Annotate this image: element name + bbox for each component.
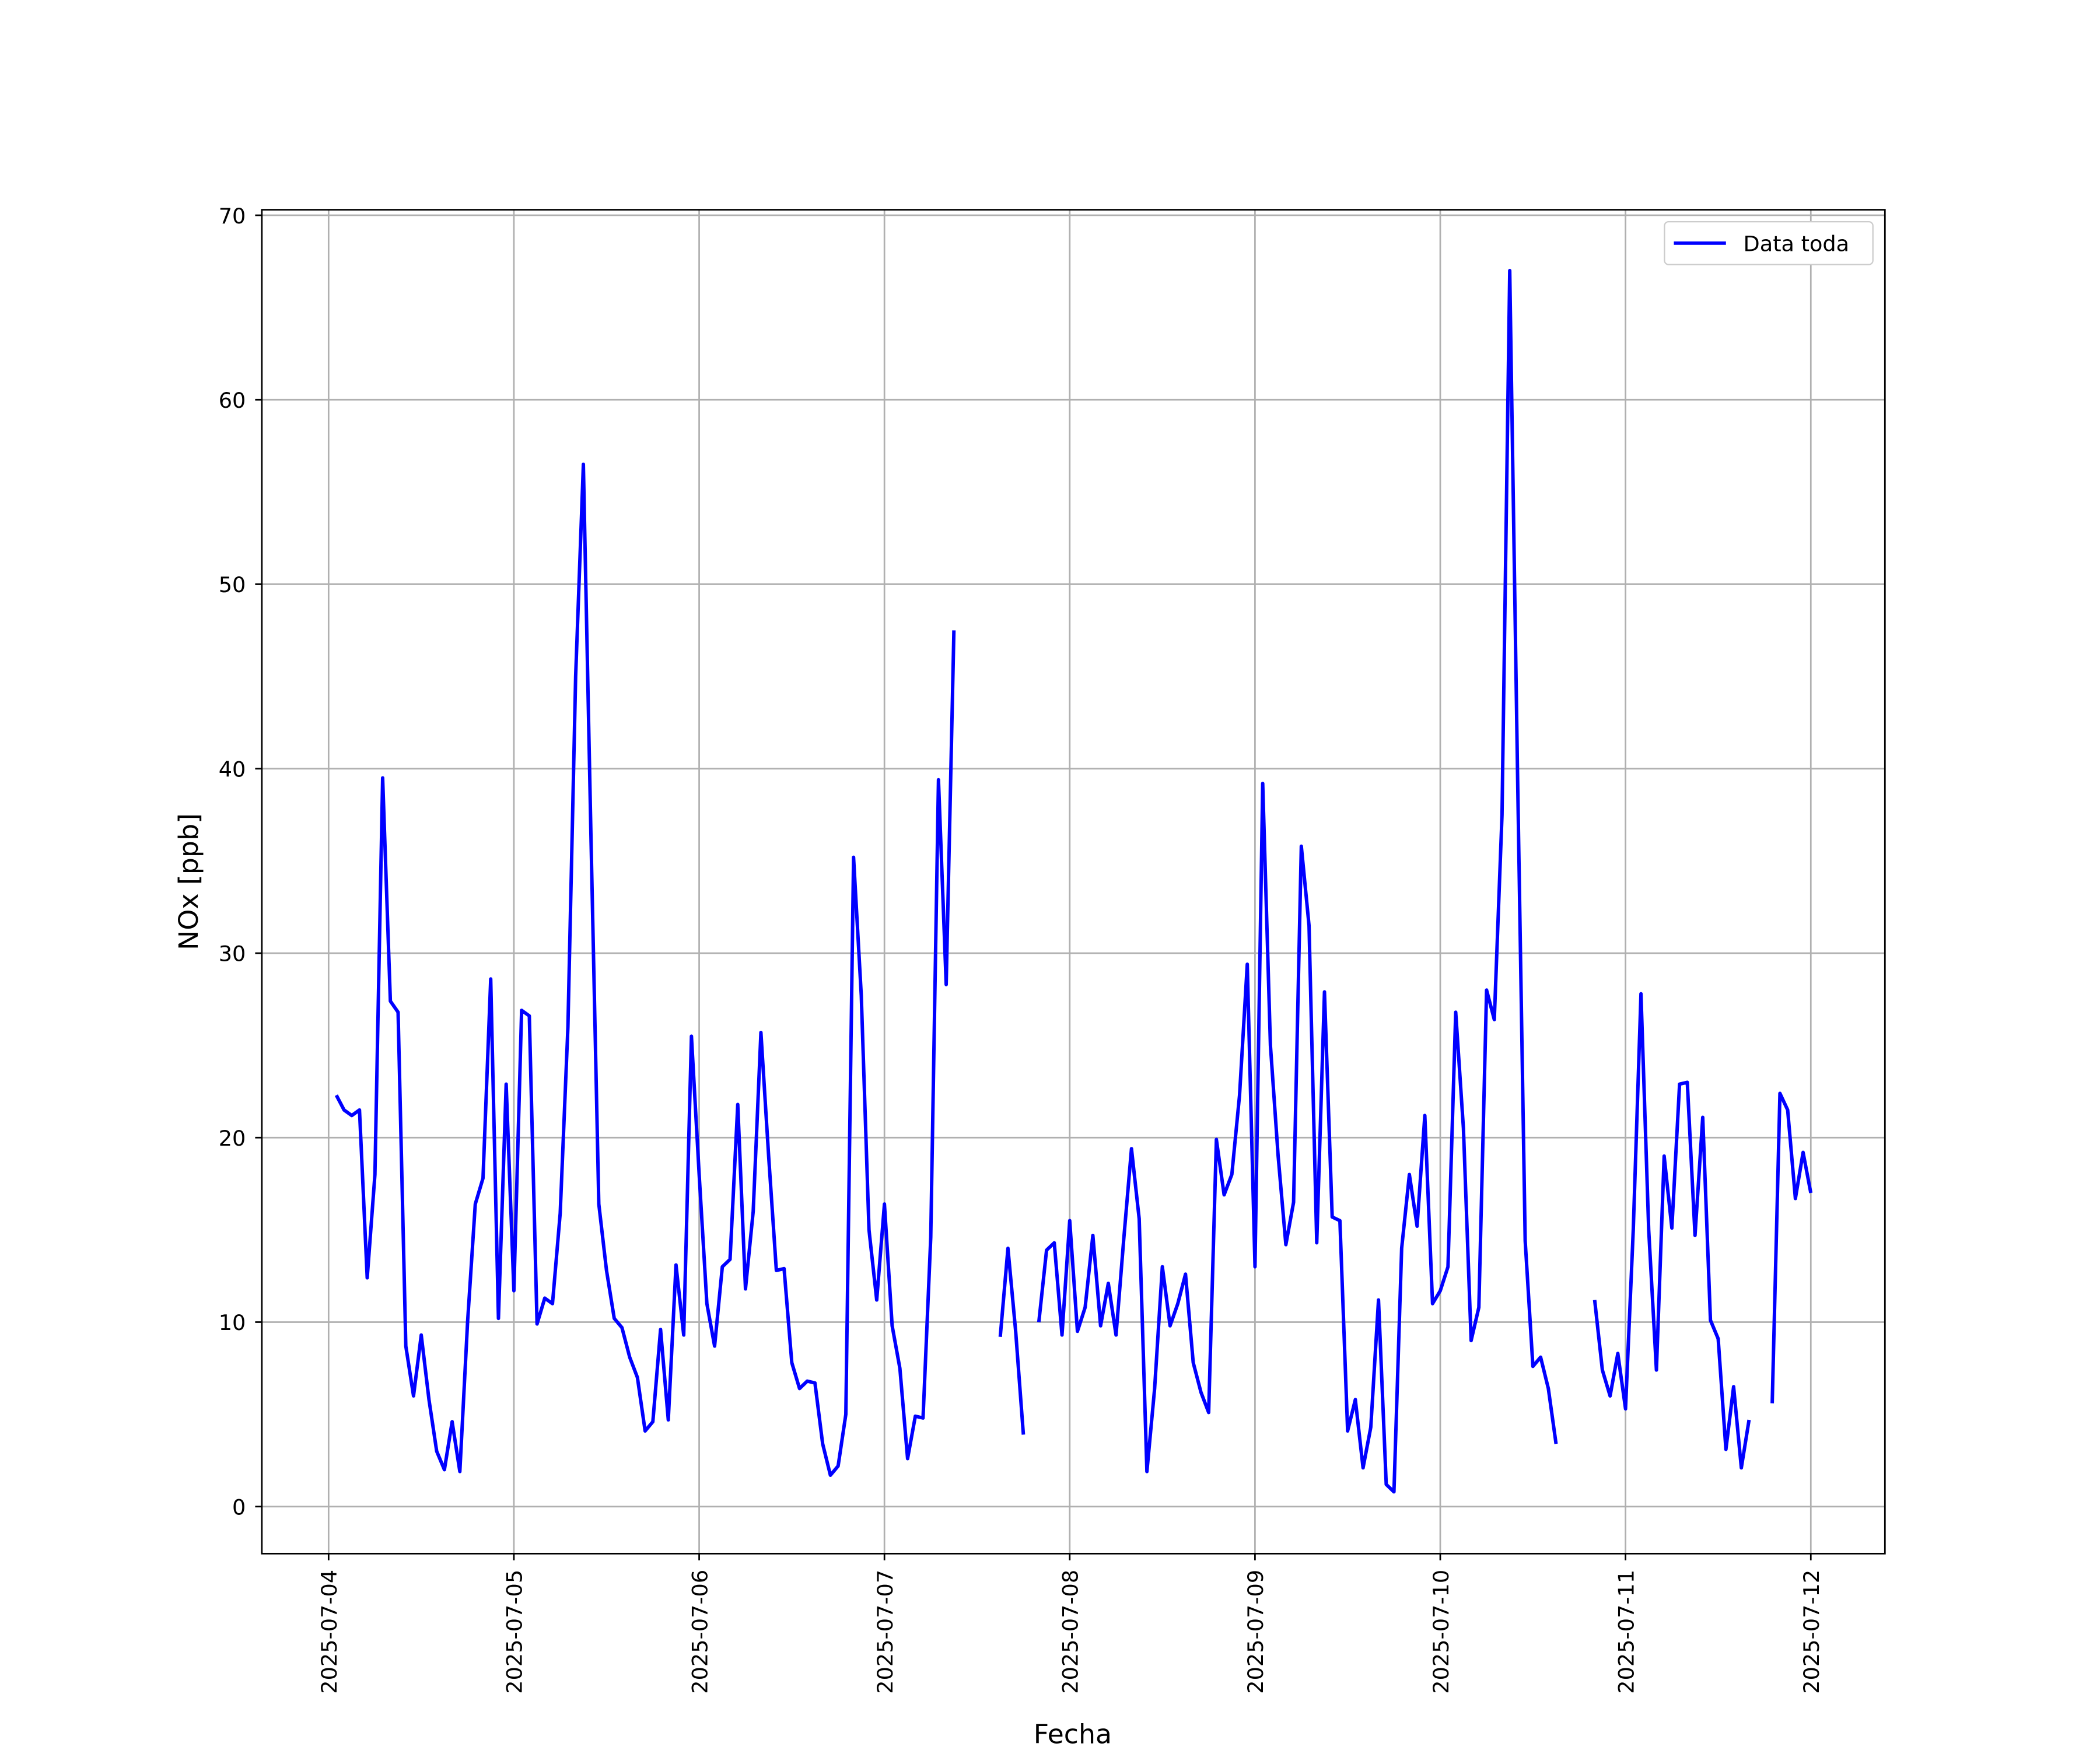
y-tick-label: 40: [219, 757, 246, 782]
legend-label: Data toda: [1744, 232, 1850, 257]
x-tick-label: 2025-07-06: [687, 1570, 712, 1694]
axes-frame: [261, 209, 1886, 1555]
y-tick-label: 20: [219, 1126, 246, 1151]
y-tick-label: 70: [219, 204, 246, 229]
y-axis-label: NOx [ppb]: [173, 813, 204, 950]
y-tick-label: 10: [219, 1310, 246, 1335]
x-tick-label: 2025-07-11: [1614, 1570, 1639, 1694]
legend-box: [1664, 221, 1874, 265]
y-tick-label: 50: [219, 572, 246, 597]
x-tick-label: 2025-07-09: [1243, 1570, 1268, 1694]
x-tick-label: 2025-07-04: [317, 1570, 342, 1694]
y-tick-label: 0: [232, 1494, 246, 1520]
x-tick-label: 2025-07-10: [1429, 1570, 1454, 1694]
data-line: [334, 268, 1813, 1494]
x-tick-label: 2025-07-08: [1058, 1570, 1083, 1694]
x-tick-label: 2025-07-05: [502, 1570, 527, 1694]
x-tick-label: 2025-07-12: [1799, 1570, 1824, 1694]
x-axis-label: Fecha: [1034, 1718, 1112, 1750]
x-tick-label: 2025-07-07: [873, 1570, 898, 1694]
y-tick-label: 30: [219, 942, 246, 967]
y-tick-label: 60: [219, 388, 246, 413]
